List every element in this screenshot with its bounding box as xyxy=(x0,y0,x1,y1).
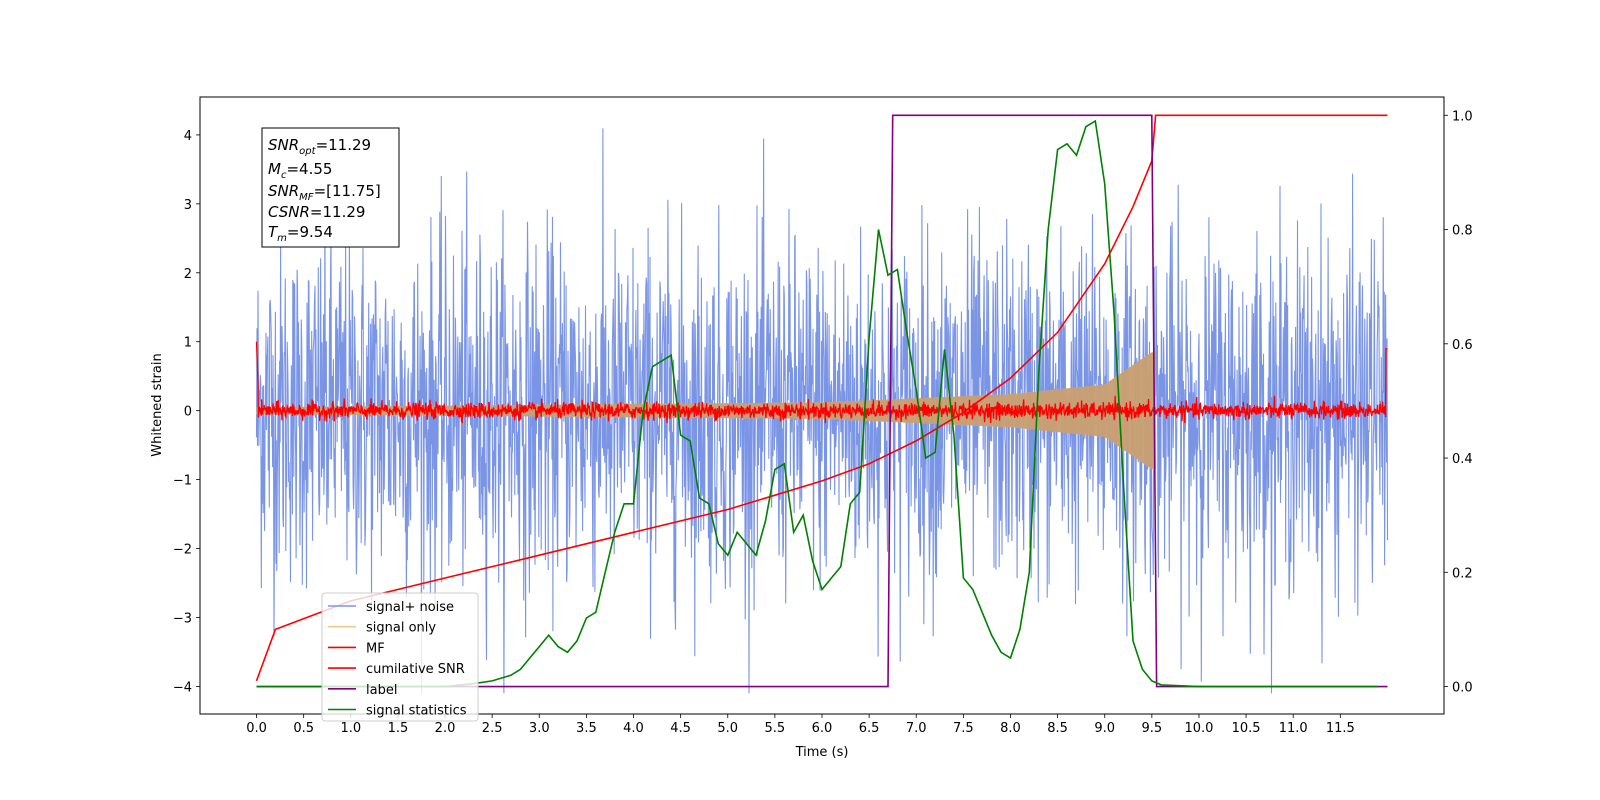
y2-tick-label: 0.0 xyxy=(1452,681,1473,696)
legend-label: cumilative SNR xyxy=(366,662,465,677)
y2-tick-label: 0.4 xyxy=(1452,452,1473,467)
x-tick-label: 8.0 xyxy=(1000,721,1021,736)
y-axis-label: Whitened strain xyxy=(150,353,165,456)
x-tick-label: 1.0 xyxy=(340,721,361,736)
x-tick-label: 2.5 xyxy=(482,721,503,736)
y2-tick-label: 1.0 xyxy=(1452,109,1473,124)
x-tick-label: 3.5 xyxy=(576,721,597,736)
y-tick-label: 3 xyxy=(184,198,192,213)
x-tick-label: 2.0 xyxy=(435,721,456,736)
info-mc: Mc=4.55 xyxy=(268,160,332,181)
info-snr-opt: SNRopt=11.29 xyxy=(268,136,371,157)
legend-label: label xyxy=(366,683,397,698)
x-tick-label: 6.0 xyxy=(812,721,833,736)
legend: signal+ noise signal only MF cumilative SNR… xyxy=(321,592,479,722)
x-tick-label: 0.5 xyxy=(293,721,314,736)
y-tick-label: 1 xyxy=(184,336,192,351)
legend-label: signal statistics xyxy=(366,704,467,719)
signal-only-envelope xyxy=(256,352,1156,470)
info-csnr: CSNR=11.29 xyxy=(268,203,365,221)
x-axis: 0.0 0.5 1.0 1.5 2.0 2.5 3.0 3.5 4.0 4.5 5.0 5.5 6.0 6… xyxy=(246,714,1355,736)
x-tick-label: 9.0 xyxy=(1094,721,1115,736)
x-tick-label: 5.0 xyxy=(717,721,738,736)
plot-area xyxy=(255,114,1389,694)
info-box: SNRopt=11.29 Mc=4.55 SNRMF=[11.75] CSNR=… xyxy=(261,127,400,248)
x-tick-label: 3.0 xyxy=(529,721,550,736)
x-tick-label: 0.0 xyxy=(246,721,267,736)
y-axis-right: 1.0 0.8 0.6 0.4 0.2 0.0 xyxy=(1444,109,1473,696)
series-mf xyxy=(255,341,1388,424)
legend-label: MF xyxy=(366,641,385,656)
x-tick-label: 4.0 xyxy=(623,721,644,736)
series-signal-statistics xyxy=(256,119,1378,688)
x-tick-label: 5.5 xyxy=(765,721,786,736)
y-tick-label: −1 xyxy=(173,474,192,489)
y-tick-label: −2 xyxy=(173,543,192,558)
y2-tick-label: 0.2 xyxy=(1452,566,1473,581)
y2-tick-label: 0.6 xyxy=(1452,338,1473,353)
x-tick-label: 10.0 xyxy=(1184,721,1213,736)
x-tick-label: 8.5 xyxy=(1047,721,1068,736)
x-tick-label: 7.5 xyxy=(953,721,974,736)
x-tick-label: 11.5 xyxy=(1326,721,1355,736)
x-tick-label: 7.0 xyxy=(906,721,927,736)
info-tm: Tm=9.54 xyxy=(268,223,333,244)
x-axis-label: Time (s) xyxy=(795,745,849,760)
legend-label: signal+ noise xyxy=(366,600,454,615)
series-cumulative-snr xyxy=(255,114,1388,682)
x-tick-label: 9.5 xyxy=(1142,721,1163,736)
y-tick-label: 0 xyxy=(184,405,192,420)
x-tick-label: 10.5 xyxy=(1232,721,1261,736)
y2-tick-label: 0.8 xyxy=(1452,224,1473,239)
y-tick-label: 2 xyxy=(184,267,192,282)
legend-label: signal only xyxy=(366,621,436,636)
y-axis-left: 4 3 2 1 0 −1 −2 −3 −4 xyxy=(173,129,200,695)
y-tick-label: −3 xyxy=(173,611,192,626)
x-tick-label: 11.0 xyxy=(1279,721,1308,736)
x-tick-label: 4.5 xyxy=(670,721,691,736)
info-snr-mf: SNRMF=[11.75] xyxy=(268,182,381,203)
x-tick-label: 6.5 xyxy=(859,721,880,736)
y-tick-label: 4 xyxy=(184,129,192,144)
y-tick-label: −4 xyxy=(173,680,192,695)
x-tick-label: 1.5 xyxy=(388,721,409,736)
